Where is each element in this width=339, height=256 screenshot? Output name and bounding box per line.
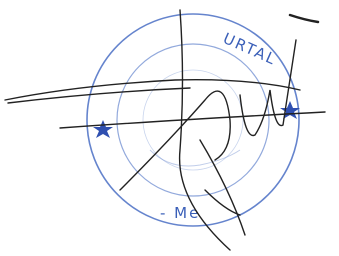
emblem [143,70,243,170]
emblem-detail [150,150,240,166]
inner-ring [117,44,269,196]
stamp-top-text: URTAL [220,29,279,69]
star-left [93,120,113,138]
stamp-image: URTAL - Me [0,0,339,256]
signature-stroke [290,15,318,22]
signature-stroke [120,91,230,190]
page: URTAL - Me (() => { const data = JSON.pa… [0,0,339,256]
signature-stroke [8,88,190,103]
